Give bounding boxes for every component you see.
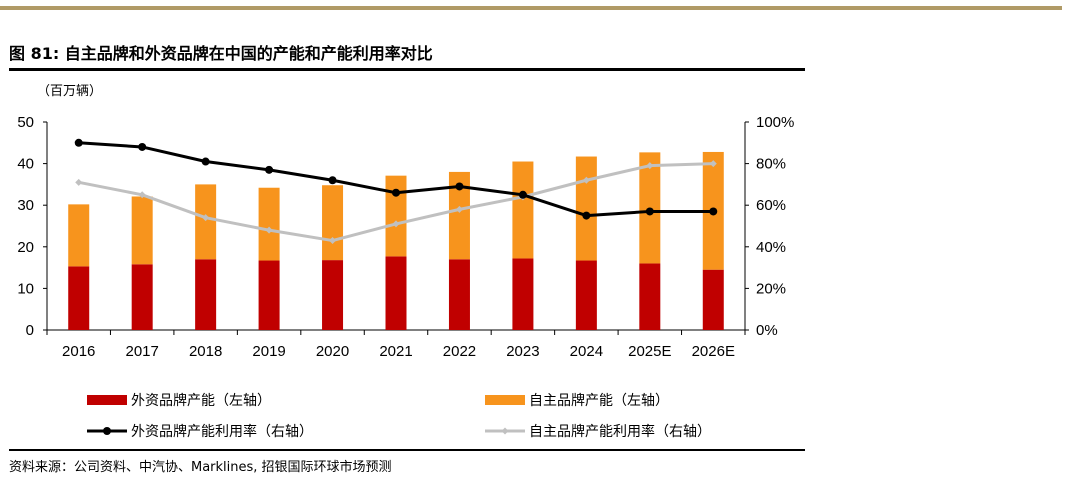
- x-tick-label: 2017: [125, 343, 158, 360]
- legend-foreign-capacity-label: 外资品牌产能（左轴）: [131, 392, 271, 409]
- point-foreign-utilization: [645, 207, 654, 216]
- legend-domestic-utilization-marker: [501, 427, 509, 435]
- right-tick-label: 60%: [756, 197, 786, 214]
- right-tick-label: 0%: [756, 322, 778, 339]
- legend-foreign-capacity-swatch: [87, 395, 127, 405]
- left-tick-label: 40: [17, 156, 34, 173]
- legend: 外资品牌产能（左轴） 自主品牌产能（左轴） 外资品牌产能利用率（右轴） 自主品牌产能利…: [87, 392, 711, 440]
- left-tick-label: 0: [26, 322, 34, 339]
- left-tick-label: 30: [17, 197, 34, 214]
- x-tick-label: 2024: [570, 343, 603, 360]
- legend-foreign-utilization-label: 外资品牌产能利用率（右轴）: [131, 423, 313, 440]
- point-domestic-utilization: [646, 162, 654, 170]
- bar-foreign-capacity: [68, 266, 90, 330]
- bar-domestic-capacity: [385, 175, 407, 257]
- legend-foreign-utilization-marker: [103, 427, 111, 435]
- bar-domestic-capacity: [448, 171, 470, 260]
- point-foreign-utilization: [74, 138, 83, 147]
- legend-domestic-capacity-swatch: [485, 395, 525, 405]
- right-tick-label: 20%: [756, 280, 786, 297]
- source-note: 资料来源：公司资料、中汽协、Marklines, 招银国际环球市场预测: [9, 460, 392, 475]
- point-foreign-utilization: [138, 142, 147, 151]
- point-domestic-utilization: [455, 205, 463, 213]
- bar-domestic-capacity: [68, 204, 90, 267]
- bar-foreign-capacity: [385, 256, 407, 330]
- x-tick-label: 2016: [62, 343, 95, 360]
- axes-layer: 0 10 20 30 40 50 0% 20% 40% 60% 80% 100% 2016 2017 201…: [17, 114, 794, 360]
- left-axis-unit-label: （百万辆）: [37, 84, 102, 99]
- bar-domestic-capacity: [575, 156, 597, 261]
- capacity-chart: （百万辆） 0 10 20 30 40 50 0% 20% 40% 60% 80% 100% 2016 2…: [17, 84, 794, 440]
- bar-foreign-capacity: [322, 260, 344, 330]
- bar-foreign-capacity: [702, 269, 724, 330]
- point-domestic-utilization: [202, 214, 210, 222]
- bar-foreign-capacity: [639, 263, 661, 330]
- point-foreign-utilization: [328, 176, 337, 185]
- x-tick-label: 2026E: [692, 343, 735, 360]
- bar-domestic-capacity: [258, 187, 280, 261]
- bar-domestic-capacity: [512, 161, 534, 259]
- x-tick-label: 2019: [252, 343, 285, 360]
- point-foreign-utilization: [582, 211, 591, 220]
- point-domestic-utilization: [709, 160, 717, 168]
- bars-layer: [68, 151, 724, 330]
- x-tick-label: 2020: [316, 343, 349, 360]
- point-foreign-utilization: [265, 165, 274, 174]
- bar-domestic-capacity: [195, 184, 217, 260]
- point-domestic-utilization: [265, 226, 273, 234]
- point-domestic-utilization: [582, 176, 590, 184]
- chart-title: 图 81: 自主品牌和外资品牌在中国的产能和产能利用率对比: [9, 44, 433, 63]
- bar-foreign-capacity: [258, 260, 280, 330]
- point-foreign-utilization: [455, 182, 464, 191]
- title-underline: [9, 68, 805, 71]
- bar-foreign-capacity: [448, 259, 470, 330]
- right-tick-label: 40%: [756, 239, 786, 256]
- point-domestic-utilization: [392, 220, 400, 228]
- point-foreign-utilization: [201, 157, 210, 166]
- bar-foreign-capacity: [195, 259, 217, 330]
- bar-domestic-capacity: [322, 185, 344, 261]
- x-tick-label: 2025E: [628, 343, 671, 360]
- top-decorative-rule: [0, 6, 1062, 10]
- bar-foreign-capacity: [512, 258, 534, 330]
- bar-domestic-capacity: [131, 196, 153, 265]
- source-rule: [9, 449, 805, 451]
- point-domestic-utilization: [329, 237, 337, 245]
- x-tick-label: 2021: [379, 343, 412, 360]
- point-foreign-utilization: [709, 207, 718, 216]
- x-tick-label: 2022: [443, 343, 476, 360]
- left-tick-label: 10: [17, 280, 34, 297]
- legend-domestic-utilization-label: 自主品牌产能利用率（右轴）: [529, 423, 711, 440]
- point-domestic-utilization: [75, 178, 83, 186]
- point-domestic-utilization: [138, 191, 146, 199]
- bar-foreign-capacity: [575, 260, 597, 330]
- point-foreign-utilization: [518, 190, 527, 199]
- x-tick-label: 2023: [506, 343, 539, 360]
- bar-foreign-capacity: [131, 264, 153, 330]
- right-tick-label: 100%: [756, 114, 794, 131]
- legend-domestic-capacity-label: 自主品牌产能（左轴）: [529, 392, 669, 409]
- lines-layer: [74, 138, 718, 245]
- point-foreign-utilization: [392, 188, 400, 197]
- left-tick-label: 20: [17, 239, 34, 256]
- right-tick-label: 80%: [756, 156, 786, 173]
- left-tick-label: 50: [17, 114, 34, 131]
- x-tick-label: 2018: [189, 343, 222, 360]
